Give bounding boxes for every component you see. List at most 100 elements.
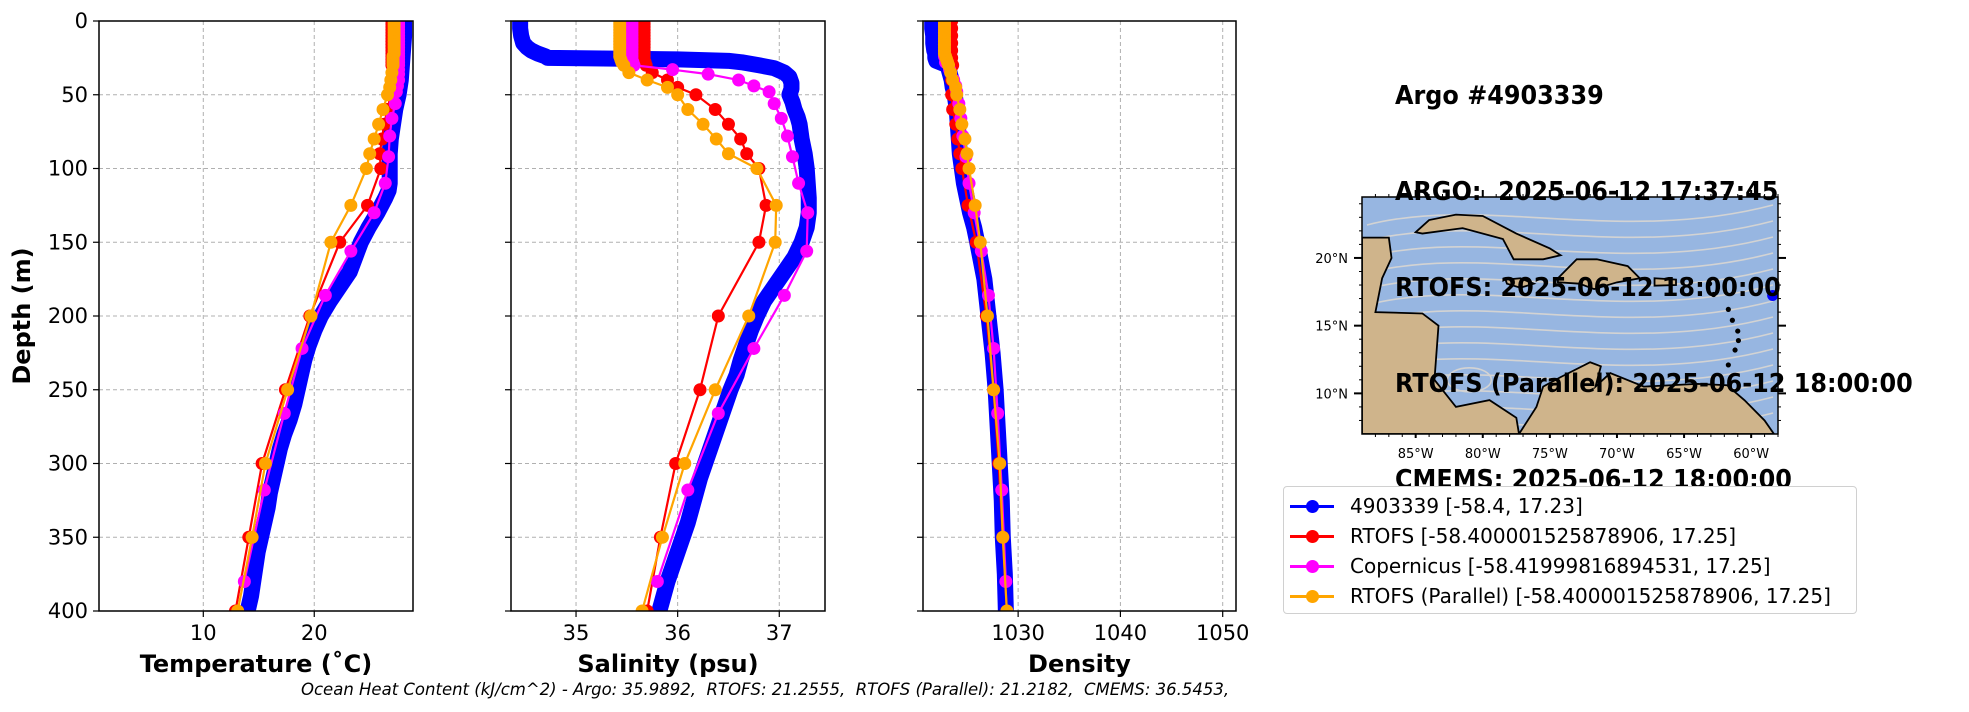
data-point (344, 198, 358, 212)
location-map: 20°N 15°N 10°N 85°W 80°W 75°W 70°W 65°W 60°W (1315, 190, 1786, 462)
ocean-heat-content-footer: Ocean Heat Content (kJ/cm^2) - Argo: 35.… (301, 680, 1230, 699)
data-point (656, 589, 671, 604)
data-point (293, 368, 308, 382)
y-tick-label: 100 (48, 157, 88, 181)
data-point (711, 309, 725, 323)
data-point (382, 150, 396, 164)
data-point (304, 309, 318, 323)
x-tick-label: 1030 (991, 621, 1044, 645)
data-point (780, 129, 794, 143)
data-point (361, 220, 376, 235)
data-point (660, 80, 674, 94)
data-point (290, 382, 305, 397)
lat-tick-label: 20°N (1315, 252, 1348, 267)
data-point (800, 244, 814, 258)
data-point (250, 545, 265, 559)
data-point (652, 604, 667, 611)
streamline (1366, 268, 1774, 290)
data-point (372, 117, 386, 131)
data-point (367, 132, 381, 146)
x-tick-label: 20 (301, 621, 328, 645)
data-point (666, 63, 680, 77)
land-jamaica (1504, 277, 1537, 289)
data-point (701, 67, 715, 81)
data-point (799, 161, 814, 176)
y-tick-label: 150 (48, 230, 88, 254)
data-point (388, 97, 402, 111)
data-point (980, 309, 994, 323)
data-point (777, 288, 791, 302)
data-point (693, 471, 708, 486)
data-point (721, 117, 735, 131)
data-point (747, 79, 761, 93)
x-tick-label: 37 (766, 621, 793, 645)
data-point (660, 574, 675, 589)
streamline-eddy (1446, 367, 1493, 393)
legend-marker-icon (1290, 521, 1334, 551)
x-tick-label: 10 (190, 621, 217, 645)
streamline (1366, 204, 1774, 226)
data-point (287, 397, 302, 412)
lon-tick-label: 75°W (1532, 447, 1568, 462)
header-line-argo-id: Argo #4903339 (1395, 81, 1604, 111)
data-point (383, 129, 397, 143)
depth-axis-label: Depth (m) (8, 247, 36, 384)
data-point (740, 147, 754, 161)
data-point (797, 146, 812, 161)
island (1735, 337, 1742, 344)
data-point (962, 176, 976, 190)
y-tick-label: 0 (75, 9, 88, 33)
x-axis-label: Temperature (˚C) (140, 650, 373, 678)
data-point (973, 235, 987, 249)
data-point (750, 162, 764, 175)
streamline (1366, 252, 1774, 274)
data-point (240, 604, 255, 611)
lon-tick-label: 80°W (1465, 447, 1501, 462)
data-layer (512, 21, 817, 611)
data-point (996, 530, 1010, 544)
header-line-rtofs-parallel-time: RTOFS (Parallel): 2025-06-12 18:00:00 (1395, 369, 1913, 399)
data-point (708, 383, 722, 397)
data-point (281, 383, 295, 397)
data-point (244, 589, 259, 604)
legend: 4903339 [-58.4, 17.23] RTOFS [-58.400001… (1283, 486, 1857, 614)
data-point (759, 198, 773, 212)
legend-label: RTOFS (Parallel) [-58.400001525878906, 1… (1350, 584, 1831, 608)
y-tick-label: 350 (48, 525, 88, 549)
legend-marker-icon (1290, 491, 1334, 521)
data-point (696, 117, 710, 131)
legend-item-argo: 4903339 [-58.4, 17.23] (1290, 491, 1583, 521)
data-point (769, 198, 783, 212)
data-point (363, 147, 377, 161)
data-point (734, 132, 748, 146)
land-hispaniola (1557, 258, 1642, 291)
lat-tick-label: 10°N (1315, 387, 1348, 402)
legend-label: 4903339 [-58.4, 17.23] (1350, 494, 1583, 518)
data-point (380, 88, 394, 102)
data-point (342, 264, 357, 279)
data-point (635, 604, 649, 611)
data-point (344, 244, 358, 258)
data-point (671, 88, 685, 102)
legend-item-rtofs-parallel: RTOFS (Parallel) [-58.400001525878906, 1… (1290, 581, 1831, 611)
data-point (374, 162, 388, 175)
data-point (332, 279, 347, 294)
data-point (248, 559, 263, 574)
series-rtofs-parallel- (613, 21, 783, 611)
legend-marker-icon (1290, 581, 1334, 611)
data-point (684, 500, 699, 515)
data-point (681, 483, 695, 497)
data-point (698, 456, 713, 471)
data-point (622, 66, 636, 80)
data-point (693, 383, 707, 397)
map-frame (1361, 196, 1779, 435)
y-tick-label: 200 (48, 304, 88, 328)
legend-marker-icon (1290, 551, 1334, 581)
x-tick-label: 1040 (1094, 621, 1147, 645)
data-point (987, 383, 1001, 397)
land-central-america (1362, 236, 1520, 434)
streamline (1366, 236, 1774, 258)
header-line-argo-time: ARGO: 2025-06-12 17:37:45 (1395, 177, 1779, 207)
data-point (245, 530, 259, 544)
data-point (777, 264, 792, 279)
